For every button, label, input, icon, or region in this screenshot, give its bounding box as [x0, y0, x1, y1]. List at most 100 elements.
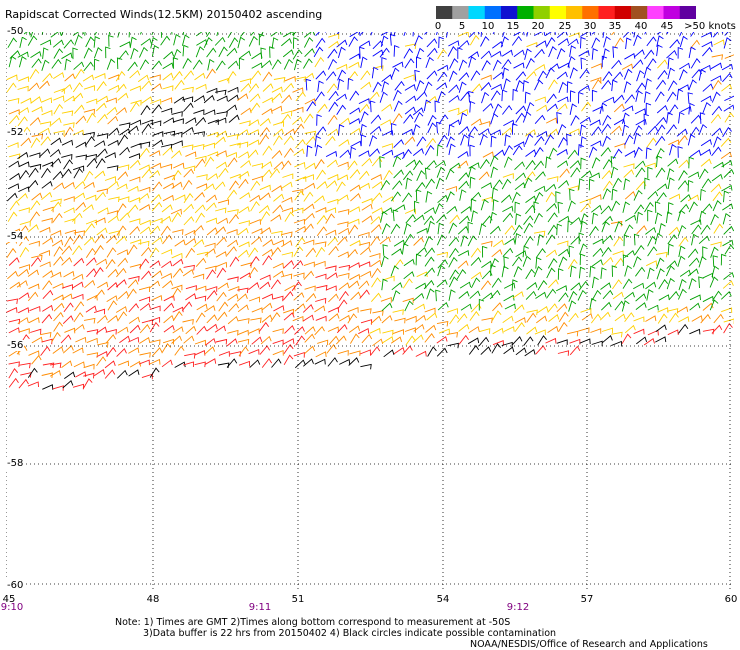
- wind-barb: [226, 104, 238, 113]
- wind-barb: [469, 310, 480, 321]
- wind-barb: [558, 311, 569, 322]
- wind-barb: [315, 315, 327, 322]
- wind-barb: [284, 211, 295, 222]
- wind-barb: [262, 71, 273, 82]
- wind-barb: [338, 139, 350, 147]
- wind-barb: [514, 161, 525, 171]
- wind-barb: [73, 61, 85, 70]
- wind-barb: [17, 85, 29, 92]
- wind-barb: [647, 235, 657, 247]
- wind-barb: [116, 203, 127, 214]
- wind-barb: [701, 32, 713, 38]
- wind-barb: [226, 134, 239, 140]
- wind-barb: [393, 139, 405, 148]
- wind-barb: [600, 147, 611, 157]
- wind-barb: [27, 224, 39, 233]
- wind-barb: [195, 117, 207, 127]
- wind-barb: [480, 81, 492, 91]
- wind-barb: [459, 112, 468, 125]
- wind-barb: [545, 37, 556, 48]
- wind-barb: [162, 72, 174, 81]
- wind-barb: [702, 246, 708, 258]
- wind-barb: [261, 108, 273, 116]
- wind-barb: [723, 271, 734, 280]
- wind-barb: [371, 66, 379, 79]
- wind-barb: [107, 300, 118, 311]
- wind-barb: [182, 96, 194, 103]
- wind-barb: [436, 82, 448, 90]
- wind-barb: [115, 279, 127, 288]
- wind-barb: [61, 293, 73, 300]
- wind-barb: [348, 262, 361, 269]
- wind-barb: [107, 180, 119, 189]
- wind-barb: [328, 90, 339, 101]
- wind-barb: [116, 107, 127, 116]
- wind-barb: [468, 32, 480, 38]
- wind-barb: [248, 35, 258, 47]
- wind-barb: [251, 62, 263, 69]
- wind-barb: [237, 129, 249, 137]
- wind-barb: [272, 349, 284, 356]
- wind-barb: [416, 91, 428, 101]
- wind-barb: [458, 72, 470, 82]
- wind-barb: [613, 94, 625, 104]
- wind-barb: [480, 50, 492, 60]
- wind-barb: [525, 268, 536, 280]
- wind-barb: [446, 308, 458, 314]
- wind-barb: [614, 300, 625, 311]
- wind-barb: [281, 240, 293, 248]
- wind-barb: [656, 268, 665, 280]
- wind-barb: [599, 311, 611, 321]
- wind-barb: [149, 74, 161, 81]
- wind-barb: [511, 35, 522, 46]
- wind-barb: [644, 78, 652, 90]
- wind-barb: [416, 170, 426, 181]
- wind-barb: [304, 130, 317, 137]
- lat-label-60: -60: [6, 580, 25, 591]
- wind-barb: [556, 103, 568, 112]
- wind-barb: [515, 71, 527, 81]
- wind-barb: [107, 268, 119, 278]
- wind-barb: [623, 68, 633, 80]
- wind-barb: [283, 308, 295, 315]
- wind-barb: [108, 127, 120, 136]
- wind-barb: [195, 155, 207, 162]
- wind-barb: [206, 47, 217, 58]
- wind-barb: [511, 191, 521, 203]
- wind-barb: [437, 264, 446, 277]
- time-label-911: 9:11: [248, 602, 272, 613]
- wind-barb: [381, 278, 388, 291]
- wind-barb: [721, 184, 733, 192]
- wind-barb: [689, 328, 701, 335]
- wind-barb: [348, 224, 359, 235]
- wind-barb: [316, 214, 327, 225]
- wind-barb: [7, 142, 19, 148]
- wind-barb: [713, 313, 724, 324]
- wind-barb: [424, 307, 436, 314]
- wind-barb: [337, 349, 349, 356]
- wind-barb: [337, 194, 349, 202]
- wind-barb: [438, 114, 449, 125]
- wind-barb: [698, 68, 706, 81]
- wind-barb: [94, 233, 105, 244]
- wind-barb: [139, 59, 150, 70]
- wind-barb: [602, 256, 614, 266]
- wind-barb: [501, 89, 508, 102]
- wind-barb: [644, 177, 650, 190]
- wind-barb: [415, 350, 427, 357]
- wind-barb: [6, 192, 18, 202]
- wind-barb: [667, 202, 674, 214]
- lon-label-54: 54: [436, 594, 450, 605]
- wind-barb: [666, 124, 677, 134]
- wind-barb: [295, 139, 306, 149]
- wind-barb: [489, 289, 501, 300]
- wind-barb: [570, 115, 580, 126]
- wind-barb: [281, 207, 293, 214]
- wind-barb: [84, 136, 95, 147]
- wind-barb: [141, 96, 153, 104]
- wind-barb: [448, 256, 458, 268]
- wind-barb: [127, 204, 139, 214]
- wind-barb: [392, 155, 402, 167]
- wind-barb: [18, 268, 30, 277]
- wind-barb: [612, 250, 624, 257]
